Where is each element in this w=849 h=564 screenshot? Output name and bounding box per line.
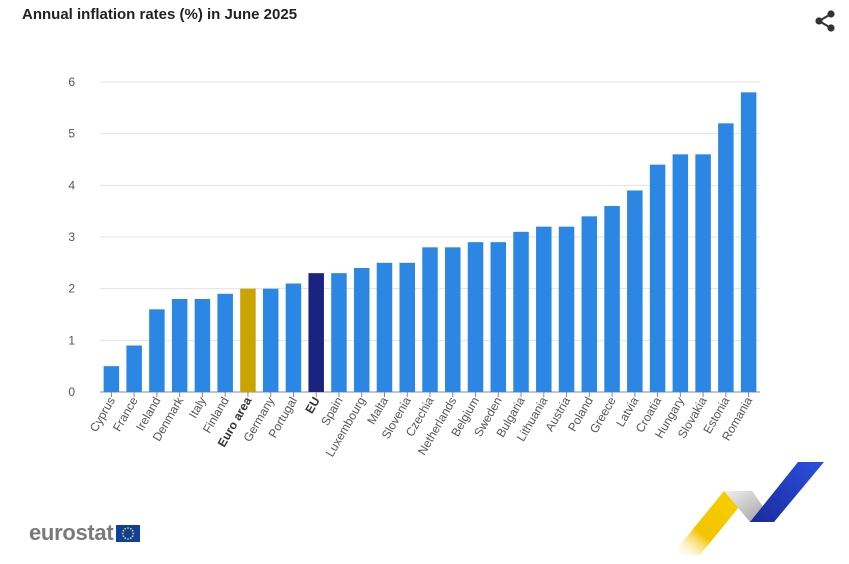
x-tick-label: Italy xyxy=(186,395,209,421)
bar xyxy=(490,242,507,392)
y-tick-label: 3 xyxy=(68,230,75,244)
x-tick-label: EU xyxy=(302,395,322,416)
y-tick-label: 4 xyxy=(68,178,75,192)
bar xyxy=(262,288,279,392)
bar xyxy=(445,247,461,392)
y-tick-label: 5 xyxy=(68,127,75,141)
bar xyxy=(194,299,211,392)
bar xyxy=(376,262,393,392)
bar xyxy=(740,92,757,392)
bar xyxy=(240,288,256,392)
eu-flag-icon xyxy=(116,524,141,542)
eurostat-logo: eurostat xyxy=(29,520,141,546)
bar xyxy=(536,226,552,392)
bar xyxy=(604,206,620,392)
bar xyxy=(399,262,415,392)
bar xyxy=(126,345,142,392)
y-tick-label: 0 xyxy=(68,385,75,399)
bar xyxy=(649,164,666,392)
bar xyxy=(581,216,598,392)
bar xyxy=(718,123,734,392)
bar xyxy=(103,366,120,392)
y-tick-label: 1 xyxy=(68,333,75,347)
bar xyxy=(308,273,324,392)
bar xyxy=(695,154,711,392)
share-icon[interactable] xyxy=(812,8,838,34)
bar xyxy=(149,309,165,392)
bar xyxy=(285,283,302,392)
bar xyxy=(353,268,370,392)
bar xyxy=(513,231,529,392)
bar xyxy=(217,293,233,392)
eurostat-ribbon-icon xyxy=(672,462,824,555)
bar xyxy=(331,273,347,392)
bar xyxy=(422,247,438,392)
chart-title: Annual inflation rates (%) in June 2025 xyxy=(22,6,298,23)
bar xyxy=(672,154,689,392)
bar xyxy=(558,226,575,392)
y-tick-label: 6 xyxy=(68,75,75,89)
logo-text: eurostat xyxy=(29,520,114,545)
bar xyxy=(627,190,643,392)
y-tick-label: 2 xyxy=(68,282,75,296)
bar xyxy=(467,242,484,392)
bar xyxy=(171,299,188,392)
